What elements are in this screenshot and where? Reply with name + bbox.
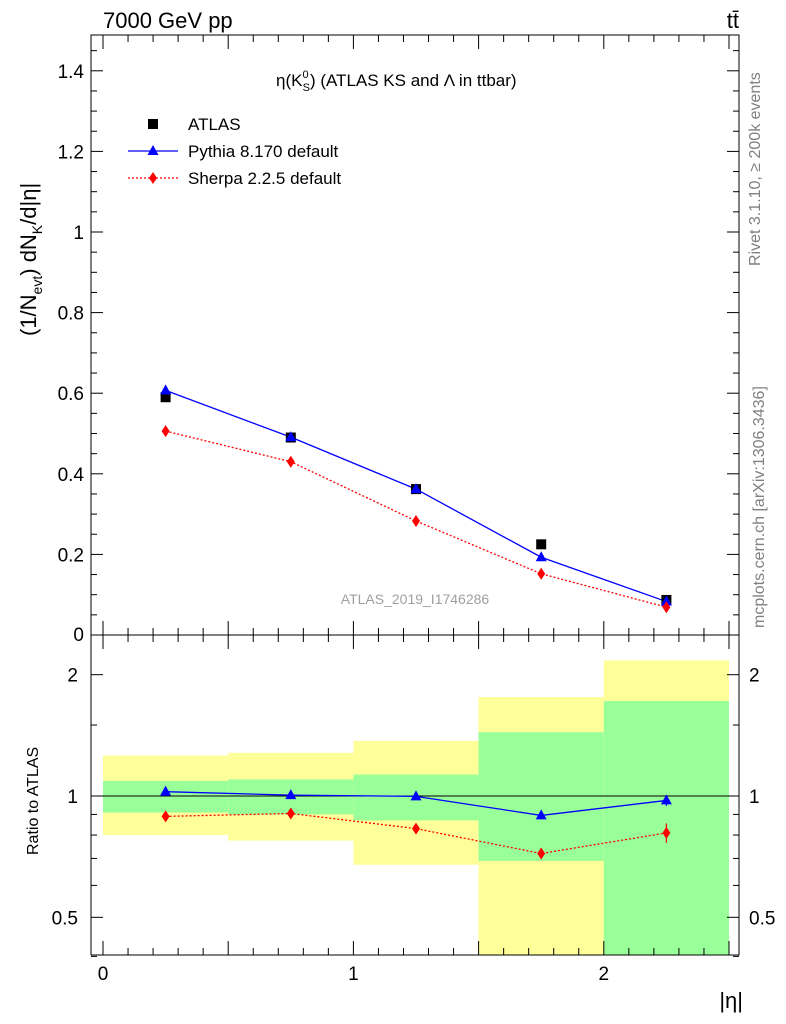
ratio-tick-label-right: 1: [749, 787, 760, 808]
ratio-point: [286, 807, 295, 820]
y-tick-label: 0.6: [58, 384, 84, 405]
ratio-point: [662, 826, 671, 839]
plot-title: η(K0 S) (ATLAS KS and Λ in ttbar): [276, 69, 517, 94]
y-tick-label: 1.2: [58, 142, 84, 163]
analysis-watermark: ATLAS_2019_I1746286: [341, 591, 490, 607]
data-point: [536, 539, 547, 550]
ratio-tick-label: 1: [67, 787, 78, 808]
process-label: tt̄: [727, 8, 739, 33]
ratio-point: [660, 794, 672, 805]
main-ylabel: (1/Nevt) dNK/d|η|: [16, 183, 45, 336]
x-tick-label: 2: [599, 964, 610, 985]
ratio-tick-label-right: 0.5: [749, 908, 775, 929]
data-point: [537, 567, 546, 580]
inner-band: [103, 780, 229, 813]
inner-band: [478, 732, 604, 861]
legend-marker: [148, 119, 158, 129]
rivet-label: Rivet 3.1.10, ≥ 200k events: [747, 72, 764, 266]
xlabel: |η|: [719, 988, 743, 1013]
data-point: [160, 392, 171, 403]
ratio-tick-label-right: 2: [749, 666, 760, 687]
main-series-layer: [160, 384, 672, 614]
series-line: [165, 430, 667, 608]
ratio-line: [165, 812, 667, 855]
data-point: [535, 551, 547, 562]
data-point: [286, 455, 295, 468]
x-tick-label: 0: [98, 964, 109, 985]
legend-label: Pythia 8.170 default: [188, 142, 339, 161]
x-tick-label: 1: [348, 964, 359, 985]
legend: ATLAS Pythia 8.170 default Sherpa 2.2.5 de…: [128, 115, 341, 188]
y-tick-label: 0.8: [58, 304, 84, 325]
y-zero-label: 0: [73, 625, 84, 646]
mcplots-label: mcplots.cern.ch [arXiv:1306.3436]: [751, 386, 768, 628]
legend-marker: [149, 172, 157, 184]
ratio-uncertainty-bands: [103, 660, 729, 955]
data-point: [412, 514, 420, 527]
data-point: [660, 595, 672, 606]
legend-marker: [147, 145, 159, 155]
ratio-point: [285, 789, 297, 800]
ratio-point: [412, 822, 420, 835]
legend-label: ATLAS: [188, 115, 241, 134]
data-point: [161, 425, 170, 438]
ratio-plot-frame: [90, 634, 740, 956]
main-axis-ticks: 0.2 0.4 0.6 0.8 1 1.2 1.4 0: [58, 35, 739, 646]
ratio-point: [537, 847, 546, 860]
data-point: [410, 483, 422, 494]
y-tick-label: 1: [73, 223, 84, 244]
ratio-point: [161, 810, 170, 823]
ratio-tick-label: 0.5: [52, 908, 78, 929]
y-tick-label: 1.4: [58, 62, 85, 83]
y-tick-label: 0.4: [58, 465, 85, 486]
y-tick-label: 0.2: [58, 545, 84, 566]
ratio-point: [535, 809, 547, 820]
legend-label: Sherpa 2.2.5 default: [188, 169, 341, 188]
data-point: [160, 384, 172, 395]
ratio-ylabel: Ratio to ATLAS: [25, 747, 42, 855]
ratio-point: [160, 785, 172, 796]
ratio-tick-label: 2: [67, 666, 78, 687]
ratio-point: [410, 790, 422, 801]
data-point: [285, 431, 297, 442]
data-point: [662, 601, 671, 614]
ratio-series-layer: [160, 785, 672, 860]
energy-label: 7000 GeV pp: [103, 8, 233, 33]
series-line: [165, 389, 667, 603]
